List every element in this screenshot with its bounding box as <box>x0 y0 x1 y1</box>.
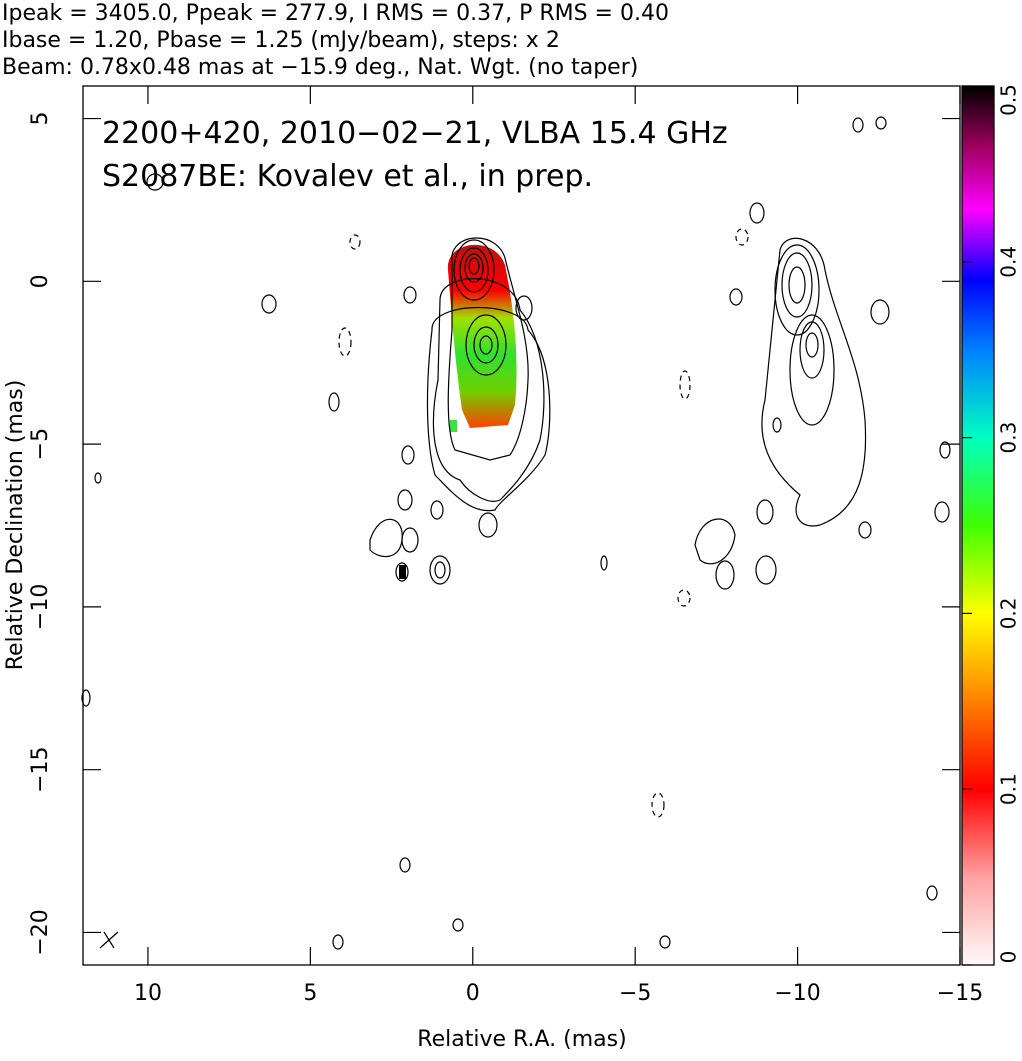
y-axis-label: Relative Declination (mas) <box>3 380 28 671</box>
colorbar-tick-label: 0.1 <box>997 773 1021 805</box>
x-tick-label: 10 <box>134 981 162 1006</box>
x-tick-label: −10 <box>774 981 820 1006</box>
colorbar-tick-label: 0.3 <box>997 422 1021 454</box>
colorbar-tick-label: 0.4 <box>997 246 1021 278</box>
y-tick-label: −15 <box>28 746 53 792</box>
title-line: Ibase = 1.20, Pbase = 1.25 (mJy/beam), s… <box>2 28 560 53</box>
annotation: 2200+420, 2010−02−21, VLBA 15.4 GHz <box>102 116 728 151</box>
contours-p <box>81 116 951 950</box>
x-axis-label: Relative R.A. (mas) <box>417 1027 626 1052</box>
x-tick-label: 0 <box>466 981 480 1006</box>
x-tick-label: 5 <box>303 981 317 1006</box>
y-tick-label: −5 <box>28 428 53 460</box>
plot-frame <box>82 85 961 966</box>
polarization-image <box>447 244 517 432</box>
title-line: Beam: 0.78x0.48 mas at −15.9 deg., Nat. … <box>2 55 638 80</box>
x-tick-label: −5 <box>619 981 651 1006</box>
y-tick-label: 5 <box>28 112 53 126</box>
y-tick-label: −20 <box>28 909 53 955</box>
colorbar-tick-label: 0.5 <box>997 84 1021 116</box>
colorbar-tick-label: 0 <box>997 951 1021 964</box>
colorbar-tick-label: 0.2 <box>997 597 1021 629</box>
y-tick-label: 0 <box>28 274 53 288</box>
colorbar <box>961 85 995 966</box>
contours-i <box>146 173 551 585</box>
title-line: Ipeak = 3405.0, Ppeak = 277.9, I RMS = 0… <box>2 1 669 26</box>
annotation: S2087BE: Kovalev et al., in prep. <box>102 159 593 194</box>
x-tick-label: −15 <box>937 981 983 1006</box>
y-tick-label: −10 <box>28 584 53 630</box>
